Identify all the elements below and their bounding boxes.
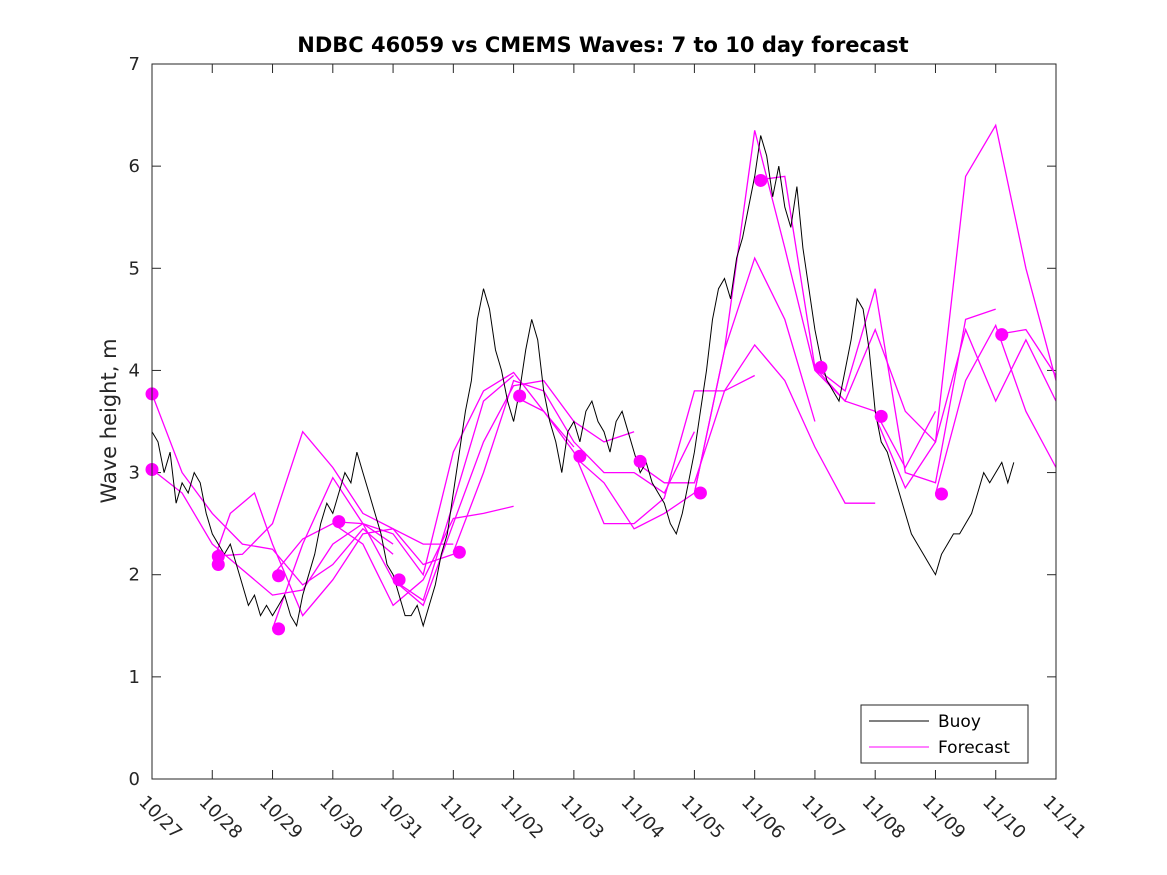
forecast-line-5 bbox=[271, 505, 514, 607]
y-tick-label-1: 1 bbox=[129, 667, 140, 688]
y-tick-label-4: 4 bbox=[129, 360, 140, 381]
forecast-marker-17 bbox=[995, 328, 1009, 342]
forecast-line-9 bbox=[513, 374, 755, 525]
forecast-marker-4 bbox=[272, 569, 286, 583]
x-tick-label-0: 10/27 bbox=[134, 792, 186, 844]
forecast-line-13 bbox=[754, 175, 996, 484]
x-tick-label-14: 11/10 bbox=[978, 792, 1030, 844]
forecast-line-12 bbox=[693, 130, 937, 494]
forecast-marker-11 bbox=[633, 454, 647, 468]
forecast-marker-6 bbox=[332, 515, 346, 529]
forecast-marker-16 bbox=[934, 487, 948, 501]
x-tick-labels: 10/27 10/28 10/29 10/30 10/31 11/01 11/02 11/03… bbox=[134, 792, 1090, 844]
x-tick-label-1: 10/28 bbox=[195, 792, 247, 844]
y-tick-label-2: 2 bbox=[129, 565, 140, 586]
y-axis-label: Wave height, m bbox=[97, 338, 121, 503]
legend-forecast-label: Forecast bbox=[938, 738, 1010, 758]
y-tick-label-7: 7 bbox=[129, 54, 140, 75]
forecast-marker-13 bbox=[754, 173, 768, 187]
x-tick-label-13: 11/09 bbox=[918, 792, 970, 844]
chart-title: NDBC 46059 vs CMEMS Waves: 7 to 10 day f… bbox=[297, 33, 908, 57]
x-tick-label-4: 10/31 bbox=[376, 792, 428, 844]
forecast-marker-9 bbox=[513, 389, 527, 403]
buoy-line bbox=[151, 135, 1015, 628]
x-tick-label-15: 11/11 bbox=[1038, 792, 1090, 844]
x-tick-label-3: 10/30 bbox=[315, 792, 367, 844]
forecast-marker-3 bbox=[211, 558, 225, 571]
x-tick-label-5: 11/01 bbox=[436, 792, 488, 844]
forecast-line-2 bbox=[212, 430, 454, 566]
forecast-line-6 bbox=[332, 371, 575, 577]
forecast-marker-8 bbox=[452, 545, 466, 559]
forecast-line-7 bbox=[392, 379, 635, 607]
plot-background bbox=[152, 64, 1056, 779]
forecast-markers bbox=[145, 173, 1009, 636]
x-tick-label-2: 10/29 bbox=[255, 792, 307, 844]
forecast-line-16 bbox=[934, 323, 1057, 495]
forecast-marker-5 bbox=[272, 622, 286, 636]
legend: Buoy Forecast bbox=[860, 704, 1029, 764]
y-tick-label-0: 0 bbox=[129, 769, 140, 790]
forecast-line-3 bbox=[211, 491, 454, 617]
legend-buoy-label: Buoy bbox=[938, 712, 981, 732]
forecast-line-15 bbox=[874, 123, 1057, 490]
forecast-line-0 bbox=[151, 393, 394, 586]
forecast-line-1 bbox=[151, 468, 394, 596]
x-tick-label-7: 11/03 bbox=[556, 792, 608, 844]
plot-frame bbox=[151, 63, 1057, 780]
x-tick-label-6: 11/02 bbox=[496, 792, 548, 844]
x-tick-label-10: 11/06 bbox=[737, 792, 789, 844]
forecast-marker-12 bbox=[693, 486, 707, 500]
x-tick-label-8: 11/04 bbox=[617, 792, 669, 844]
x-tick-label-11: 11/07 bbox=[797, 792, 849, 844]
series-layer bbox=[151, 123, 1057, 630]
y-tick-label-3: 3 bbox=[129, 463, 140, 484]
forecast-line-11 bbox=[633, 343, 876, 504]
forecast-marker-14 bbox=[814, 360, 828, 374]
legend-box bbox=[860, 704, 1029, 764]
y-tick-labels: 0 1 2 3 4 5 6 7 bbox=[129, 54, 140, 790]
x-tick-label-9: 11/05 bbox=[677, 792, 729, 844]
forecast-marker-10 bbox=[573, 449, 587, 463]
y-tick-label-6: 6 bbox=[129, 156, 140, 177]
x-tick-label-12: 11/08 bbox=[858, 792, 910, 844]
y-tick-label-5: 5 bbox=[129, 258, 140, 279]
forecast-marker-15 bbox=[874, 409, 888, 423]
forecast-marker-7 bbox=[392, 573, 406, 587]
